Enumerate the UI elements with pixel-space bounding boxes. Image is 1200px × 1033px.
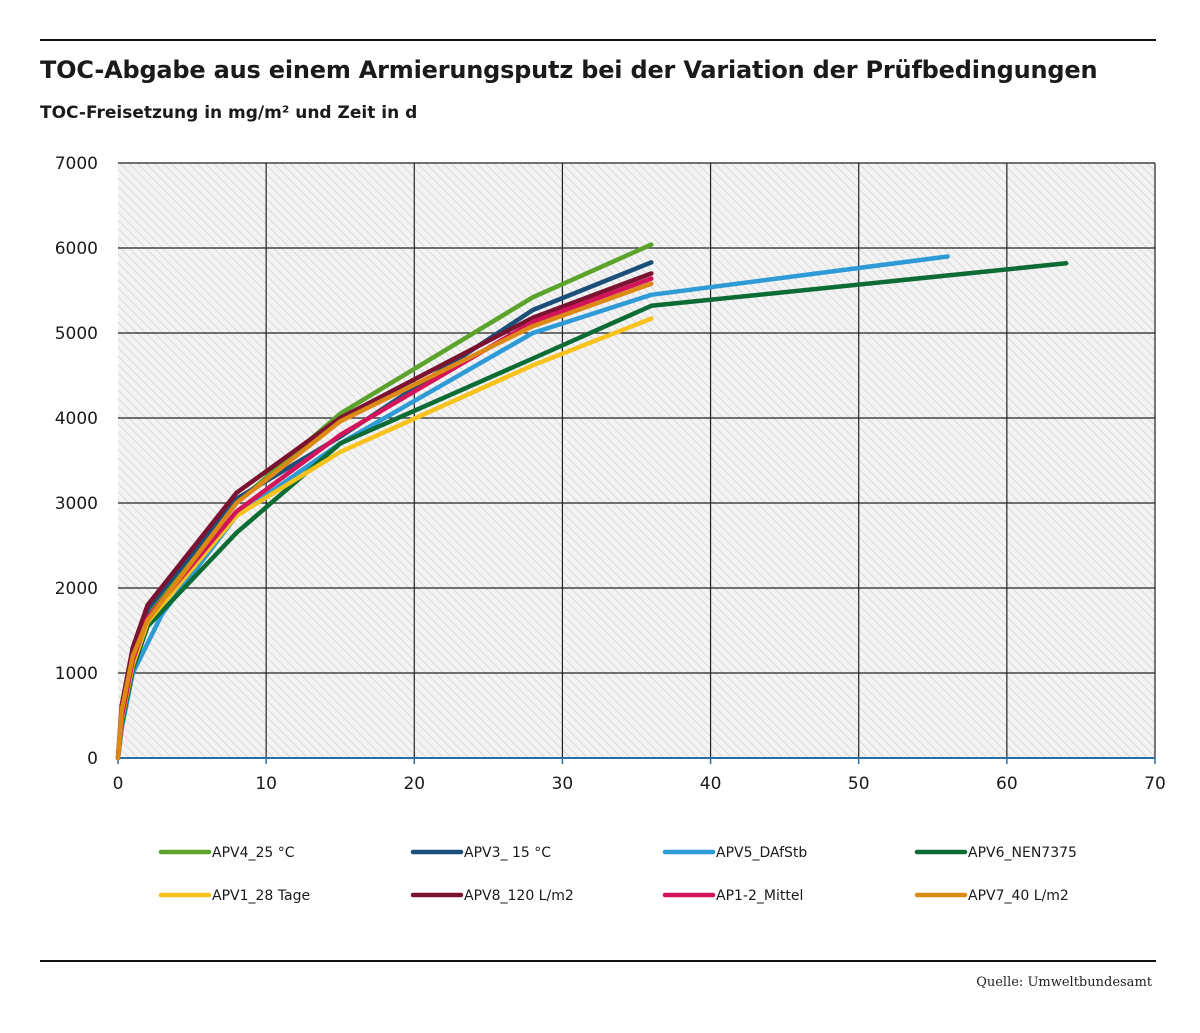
y-tick-label: 3000 (55, 494, 98, 514)
y-tick-label: 1000 (55, 664, 98, 684)
legend-label: APV5_DAfStb (716, 845, 807, 861)
y-tick-label: 5000 (55, 324, 98, 344)
legend-label: APV1_28 Tage (212, 888, 310, 904)
y-tick-label: 2000 (55, 579, 98, 599)
series-line (115, 281, 654, 761)
bottom-rule (40, 960, 1156, 962)
grid (118, 162, 1156, 758)
chart-subtitle: TOC-Freisetzung in mg/m² und Zeit in d (40, 103, 418, 123)
x-tick-label: 20 (403, 774, 425, 794)
chart-title: TOC-Abgabe aus einem Armierungsputz bei … (40, 56, 1098, 84)
source-note: Quelle: Umweltbundesamt (976, 975, 1152, 990)
series-group (115, 242, 1069, 761)
legend-item: APV5_DAfStb (662, 845, 807, 861)
legend-item: APV4_25 °C (158, 845, 295, 861)
x-tick-label: 70 (1144, 774, 1166, 794)
x-tick-label: 40 (700, 774, 722, 794)
y-tick-label: 0 (87, 749, 98, 769)
legend-item: APV7_40 L/m2 (914, 888, 1069, 904)
legend-item: APV1_28 Tage (158, 888, 310, 904)
y-tick-label: 7000 (55, 154, 98, 174)
legend-item: APV3_ 15 °C (410, 845, 551, 861)
legend-label: APV6_NEN7375 (968, 845, 1077, 861)
axes: 0 10 20 30 40 50 60 70 0 1000 2000 3000 4000 5000 6000… (55, 154, 1166, 794)
legend-label: APV4_25 °C (212, 845, 295, 861)
x-tick-label: 10 (255, 774, 277, 794)
legend-label: APV8_120 L/m2 (464, 888, 574, 904)
y-tick-label: 6000 (55, 239, 98, 259)
legend-item: APV8_120 L/m2 (410, 888, 574, 904)
x-tick-label: 0 (113, 774, 124, 794)
legend: APV4_25 °C APV3_ 15 °C APV5_DAfStb APV6_NEN… (158, 845, 1077, 904)
x-tick-label: 60 (996, 774, 1018, 794)
x-tick-label: 50 (848, 774, 870, 794)
legend-label: APV7_40 L/m2 (968, 888, 1069, 904)
y-tick-label: 4000 (55, 409, 98, 429)
top-rule (40, 39, 1156, 41)
legend-item: APV6_NEN7375 (914, 845, 1077, 861)
legend-label: AP1-2_Mittel (716, 888, 803, 904)
legend-label: APV3_ 15 °C (464, 845, 551, 861)
x-tick-label: 30 (552, 774, 574, 794)
legend-item: AP1-2_Mittel (662, 888, 803, 904)
